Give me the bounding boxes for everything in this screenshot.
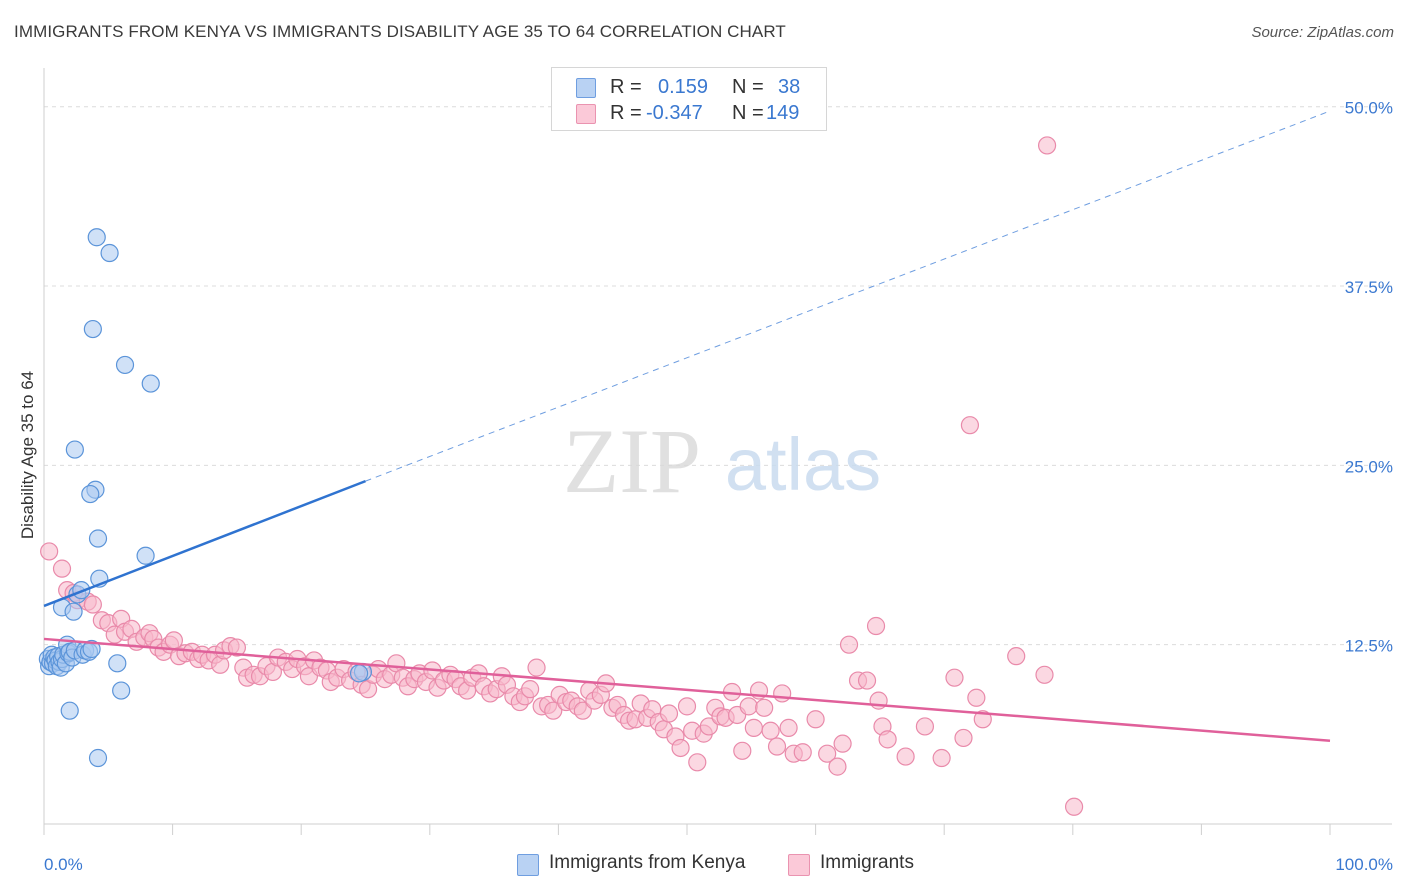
watermark-atlas: atlas	[725, 423, 881, 506]
legend-n-value: 38	[778, 76, 801, 98]
legend-swatch-immigrants	[576, 104, 596, 124]
data-point-kenya	[87, 228, 106, 247]
bottom-legend-label-kenya: Immigrants from Kenya	[549, 852, 746, 873]
data-point-kenya	[112, 681, 131, 700]
data-point-immigrants	[52, 559, 72, 578]
data-point-kenya	[115, 355, 135, 375]
data-point-immigrants	[878, 730, 897, 749]
data-point-immigrants	[833, 734, 852, 753]
bottom-legend-swatch-kenya	[517, 854, 539, 876]
watermark-zip: ZIP	[563, 410, 701, 512]
data-point-immigrants	[773, 684, 792, 703]
data-point-immigrants	[573, 701, 592, 720]
data-point-immigrants	[699, 717, 718, 736]
data-point-immigrants	[733, 741, 752, 760]
chart-source: Source: ZipAtlas.com	[1251, 24, 1394, 41]
y-tick-label: 50.0%	[1345, 99, 1393, 118]
legend-r-value: -0.347	[646, 102, 703, 124]
data-point-kenya	[65, 440, 84, 459]
tick-labels: 12.5% 25.0% 37.5% 50.0% 0.0% 100.0%	[44, 99, 1393, 874]
trend-line-kenya-extension	[365, 110, 1331, 482]
data-point-kenya	[108, 654, 127, 673]
data-point-kenya	[83, 319, 102, 339]
data-point-immigrants	[677, 697, 697, 716]
data-point-kenya	[88, 748, 108, 768]
data-point-immigrants	[973, 710, 992, 729]
legend-r-label: R =	[610, 102, 642, 124]
data-point-kenya	[64, 602, 83, 621]
data-point-immigrants	[1037, 136, 1057, 155]
legend-swatch-kenya	[576, 78, 596, 98]
data-point-immigrants	[1007, 647, 1026, 666]
data-point-immigrants	[793, 743, 812, 762]
data-point-kenya	[349, 664, 369, 683]
data-point-immigrants	[521, 680, 540, 699]
x-tick-label: 100.0%	[1335, 855, 1393, 874]
data-point-immigrants	[744, 718, 763, 737]
data-point-immigrants	[761, 721, 780, 740]
data-point-immigrants	[806, 710, 825, 729]
data-point-immigrants	[527, 658, 546, 677]
data-point-kenya	[88, 529, 108, 548]
data-point-immigrants	[779, 718, 798, 737]
data-point-immigrants	[932, 748, 951, 768]
data-point-immigrants	[767, 737, 787, 756]
axes	[43, 68, 1392, 835]
data-point-immigrants	[671, 738, 690, 758]
data-point-immigrants	[839, 635, 859, 654]
data-point-immigrants	[40, 542, 59, 561]
chart-title: IMMIGRANTS FROM KENYA VS IMMIGRANTS DISA…	[14, 22, 786, 41]
legend-n-label: N =	[732, 76, 764, 98]
data-point-immigrants	[915, 717, 935, 736]
data-point-immigrants	[828, 757, 847, 776]
bottom-legend-swatch-immigrants	[788, 854, 810, 876]
data-point-kenya	[136, 546, 155, 565]
data-point-immigrants	[967, 688, 986, 707]
y-tick-label: 37.5%	[1345, 278, 1393, 297]
data-point-kenya	[81, 484, 100, 504]
series-immigrants-from-kenya	[38, 228, 373, 768]
data-point-immigrants	[688, 753, 707, 772]
data-point-immigrants	[1064, 797, 1084, 816]
series-immigrants	[40, 136, 1084, 816]
trend-line-immigrants	[43, 637, 1331, 743]
legend-n-value: 149	[766, 102, 800, 124]
data-point-immigrants	[896, 747, 915, 766]
data-point-immigrants	[954, 728, 973, 748]
y-tick-label: 25.0%	[1345, 457, 1393, 476]
data-point-immigrants	[83, 595, 102, 614]
data-point-immigrants	[866, 616, 886, 636]
data-point-kenya	[100, 243, 119, 263]
legend-r-value: 0.159	[658, 76, 709, 98]
data-point-immigrants	[818, 744, 837, 763]
data-point-immigrants	[227, 638, 246, 657]
data-point-immigrants	[857, 671, 877, 690]
legend-n-label: N =	[732, 102, 764, 124]
bottom-legend-label-immigrants: Immigrants	[820, 852, 914, 873]
data-point-immigrants	[544, 701, 563, 720]
trend-line-kenya	[43, 479, 366, 608]
data-point-immigrants	[960, 416, 980, 435]
data-point-immigrants	[755, 698, 774, 717]
data-point-kenya	[141, 374, 160, 393]
data-point-kenya	[60, 701, 79, 720]
x-tick-label: 0.0%	[44, 855, 83, 874]
data-point-immigrants	[945, 668, 964, 687]
trend-lines	[43, 110, 1331, 743]
data-point-immigrants	[739, 697, 758, 716]
y-axis-label: Disability Age 35 to 64	[18, 370, 37, 540]
data-point-immigrants	[1035, 665, 1054, 684]
legend-r-label: R =	[610, 76, 642, 98]
grid-lines	[44, 106, 1392, 646]
y-tick-label: 12.5%	[1345, 637, 1393, 656]
data-point-immigrants	[659, 704, 679, 723]
data-point-kenya	[82, 639, 101, 659]
stats-legend: R = 0.159 N = 38 R = -0.347 N = 149	[551, 67, 827, 131]
